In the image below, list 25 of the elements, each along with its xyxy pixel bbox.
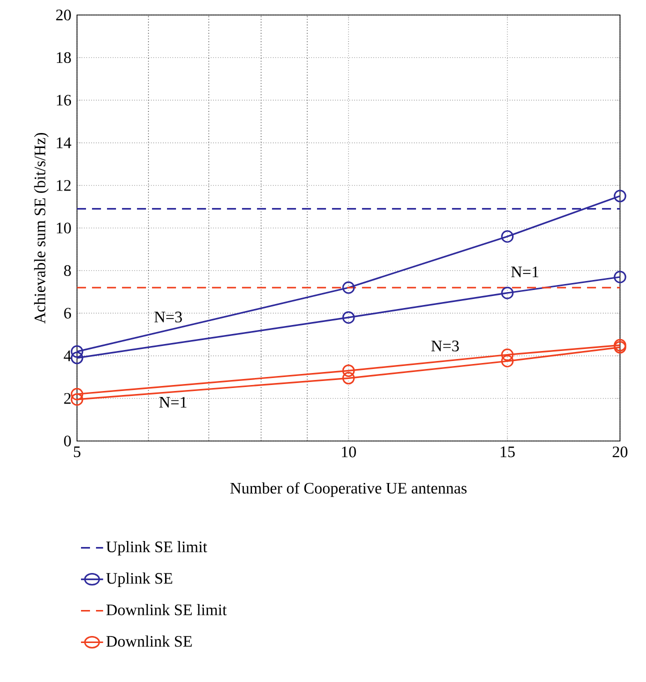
y-tick-label: 16 bbox=[56, 94, 72, 106]
x-tick-label: 5 bbox=[74, 446, 80, 458]
y-axis-title: Achievable sum SE (bit/s/Hz) bbox=[34, 132, 49, 324]
legend-label: Uplink SE limit bbox=[106, 541, 208, 556]
y-tick-label: 14 bbox=[56, 138, 72, 148]
y-tick-label: 6 bbox=[64, 308, 72, 319]
y-tick-label: 8 bbox=[64, 265, 71, 276]
y-tick-label: 4 bbox=[64, 350, 72, 362]
legend-label: Downlink SE bbox=[106, 635, 192, 647]
x-tick-label: 15 bbox=[500, 446, 515, 458]
y-tick-label: 20 bbox=[56, 10, 71, 20]
x-axis-title: Number of Cooperative UE antennas bbox=[230, 482, 467, 497]
annotation: N=3 bbox=[431, 340, 459, 352]
y-tick-label: 2 bbox=[64, 393, 71, 404]
annotation: N=3 bbox=[154, 312, 182, 322]
y-tick-label: 10 bbox=[56, 222, 71, 234]
y-tick-label: 18 bbox=[56, 52, 71, 63]
annotation: N=1 bbox=[159, 396, 186, 408]
y-tick-label: 12 bbox=[56, 180, 71, 191]
y-tick-label: 0 bbox=[64, 436, 71, 446]
legend-label: Uplink SE bbox=[106, 572, 172, 588]
legend-label: Downlink SE limit bbox=[106, 604, 227, 616]
x-tick-label: 10 bbox=[342, 446, 356, 458]
x-tick-label: 20 bbox=[612, 446, 628, 458]
annotation: N=1 bbox=[511, 266, 538, 278]
